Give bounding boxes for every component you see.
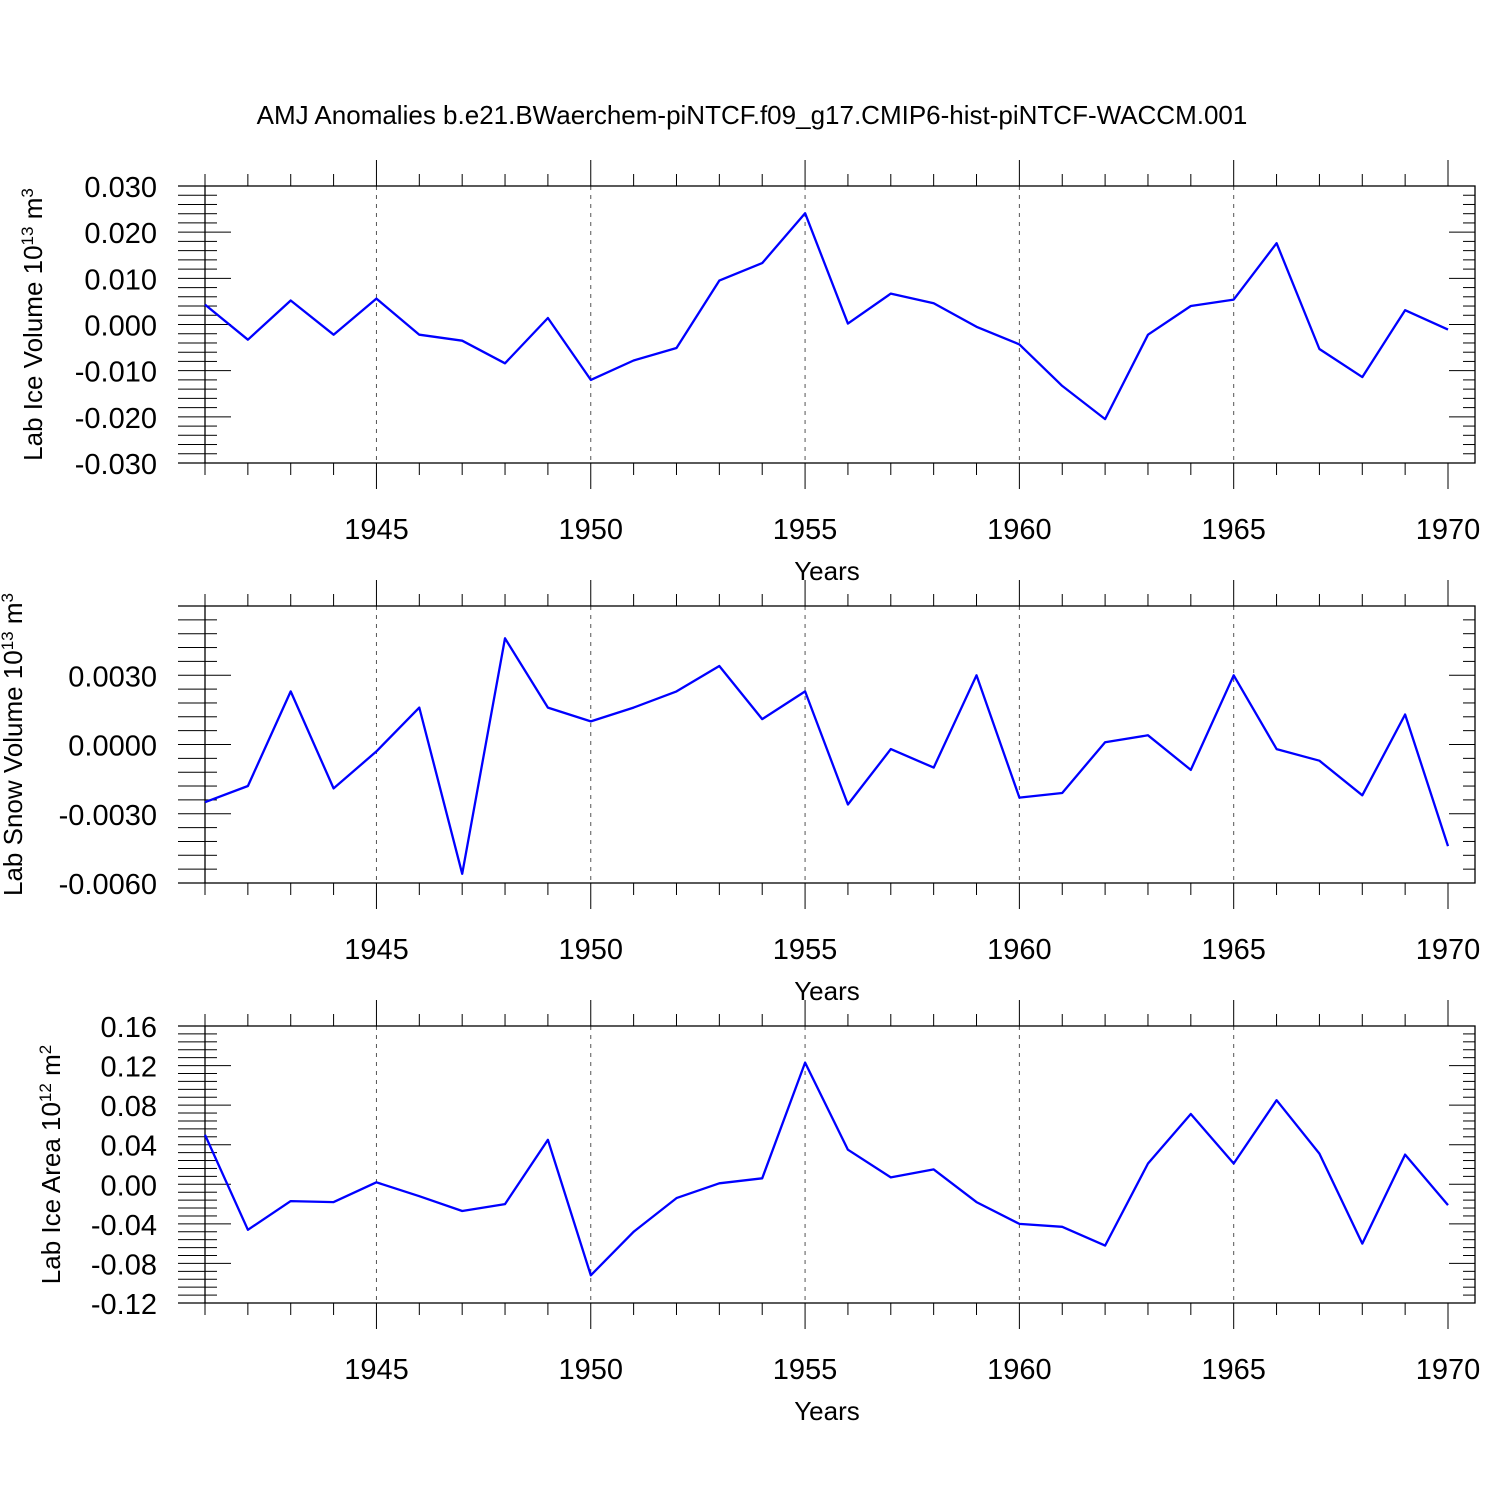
y-tick-label: -0.030	[75, 449, 157, 481]
y-tick-label: -0.010	[75, 357, 157, 389]
x-tick-label: 1960	[987, 1354, 1052, 1386]
plot-frame	[204, 185, 1476, 464]
y-axis-label: Lab Ice Volume 1013 m3	[18, 188, 49, 461]
series-line	[204, 212, 1449, 421]
y-tick-label: -0.04	[91, 1210, 157, 1242]
x-axis-label: Years	[794, 556, 860, 586]
x-tick-label: 1955	[773, 934, 838, 966]
y-tick-label: 0.04	[101, 1131, 157, 1163]
ice-volume-panel: 1945 1950 1955 1960 1965 1970 Years -0.030 -0.02…	[18, 160, 1481, 586]
x-tick-label: 1970	[1416, 1354, 1481, 1386]
x-tick-label: 1960	[987, 934, 1052, 966]
y-tick-label: 0.030	[84, 172, 157, 204]
x-tick-label: 1950	[559, 934, 624, 966]
series-line	[204, 637, 1450, 875]
x-tick-label: 1965	[1201, 514, 1266, 546]
x-tick-label: 1970	[1416, 514, 1481, 546]
x-tick-label: 1965	[1201, 934, 1266, 966]
snow-volume-panel: 1945 1950 1955 1960 1965 1970 Years -0.0060 -0.0…	[0, 580, 1480, 1006]
x-tick-label: 1970	[1416, 934, 1481, 966]
y-tick-label: 0.12	[101, 1052, 157, 1084]
figure-title: AMJ Anomalies b.e21.BWaerchem-piNTCF.f09…	[257, 100, 1248, 130]
x-tick-label: 1950	[559, 514, 624, 546]
plot-frame	[204, 605, 1476, 884]
y-tick-label: 0.08	[101, 1091, 157, 1123]
y-tick-label: 0.00	[101, 1170, 157, 1202]
y-tick-label: 0.16	[101, 1012, 157, 1044]
y-tick-label: 0.020	[84, 218, 157, 250]
x-tick-label: 1965	[1201, 1354, 1266, 1386]
x-tick-label: 1945	[344, 934, 409, 966]
y-tick-label: 0.000	[84, 311, 157, 343]
series-line	[203, 1061, 1449, 1277]
plot-frame	[204, 1025, 1476, 1304]
x-tick-label: 1950	[559, 1354, 624, 1386]
y-tick-label: -0.08	[91, 1249, 157, 1281]
x-tick-label: 1945	[344, 514, 409, 546]
y-tick-label: 0.0000	[68, 731, 157, 763]
y-axis-label: Lab Ice Area 1012 m2	[36, 1045, 67, 1284]
y-tick-label: 0.0030	[68, 661, 157, 693]
y-tick-label: 0.010	[84, 264, 157, 296]
y-axis-label: Lab Snow Volume 1013 m3	[0, 593, 28, 896]
y-tick-label: -0.0030	[59, 800, 157, 832]
x-axis-label: Years	[794, 1396, 860, 1426]
ice-area-panel: 1945 1950 1955 1960 1965 1970 Years -0.12 -0.08 -…	[36, 1000, 1481, 1426]
y-tick-label: -0.0060	[59, 869, 157, 901]
x-tick-label: 1955	[773, 514, 838, 546]
x-axis-label: Years	[794, 976, 860, 1006]
x-tick-label: 1955	[773, 1354, 838, 1386]
x-tick-label: 1960	[987, 514, 1052, 546]
y-tick-label: -0.12	[91, 1289, 157, 1321]
y-tick-label: -0.020	[75, 403, 157, 435]
x-tick-label: 1945	[344, 1354, 409, 1386]
